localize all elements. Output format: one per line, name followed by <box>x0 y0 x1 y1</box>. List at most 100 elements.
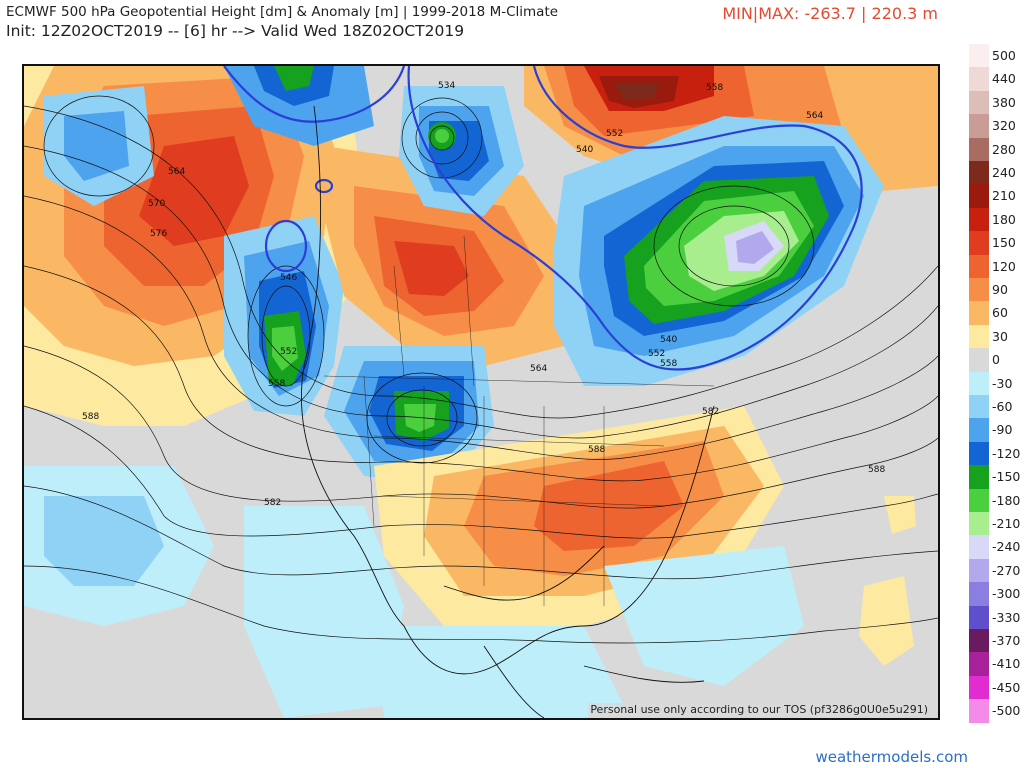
contour-label: 588 <box>82 412 99 422</box>
colorbar-swatch <box>969 488 989 512</box>
colorbar-swatch <box>969 184 989 208</box>
colorbar-entry: 320 <box>969 114 1019 138</box>
colorbar-entry: -240 <box>969 535 1021 559</box>
colorbar-entry: 280 <box>969 137 1019 161</box>
contour-label: 552 <box>280 347 297 357</box>
colorbar-label: 380 <box>992 94 1016 110</box>
colorbar-swatch <box>969 207 989 232</box>
valid-time-subtitle: Init: 12Z02OCT2019 -- [6] hr --> Valid W… <box>6 22 465 40</box>
colorbar-swatch <box>969 465 989 489</box>
colorbar-swatch <box>969 675 989 700</box>
contour-label: 552 <box>648 349 665 359</box>
colorbar-label: -150 <box>992 469 1021 485</box>
colorbar-entry: -180 <box>969 488 1021 512</box>
colorbar-swatch <box>969 652 989 676</box>
colorbar-label: -300 <box>992 586 1021 602</box>
tos-disclaimer: Personal use only according to our TOS (… <box>588 703 930 716</box>
colorbar-swatch <box>969 535 989 559</box>
contour-label: 564 <box>168 167 185 177</box>
colorbar-entry: 90 <box>969 278 1019 302</box>
contour-label: 564 <box>530 364 547 374</box>
colorbar-entry: -370 <box>969 629 1021 653</box>
contour-label: 576 <box>150 229 167 239</box>
contour-label: 564 <box>806 111 823 121</box>
colorbar-label: 210 <box>992 188 1016 204</box>
colorbar-entry: 180 <box>969 207 1019 232</box>
colorbar-label: -210 <box>992 516 1021 531</box>
colorbar-label: -500 <box>992 703 1021 719</box>
colorbar-label: -60 <box>992 399 1013 414</box>
contour-label: 582 <box>264 498 281 508</box>
colorbar-swatch <box>969 301 989 325</box>
colorbar-label: -120 <box>992 445 1021 461</box>
colorbar-entry: -210 <box>969 512 1021 536</box>
colorbar-label: 60 <box>992 305 1008 321</box>
colorbar-label: 180 <box>992 211 1016 227</box>
contour-labels: 534 558 564 552 540 564 570 576 546 552 … <box>82 81 885 508</box>
colorbar-label: 0 <box>992 352 1000 368</box>
anomaly-map: 534 558 564 552 540 564 570 576 546 552 … <box>24 66 938 718</box>
contour-label: 552 <box>606 129 623 139</box>
colorbar-label: 30 <box>992 328 1008 344</box>
colorbar-label: 240 <box>992 165 1016 180</box>
colorbar-label: 320 <box>992 118 1016 134</box>
colorbar-entry: -450 <box>969 675 1020 700</box>
colorbar-swatch <box>969 348 989 372</box>
colorbar-entry: 150 <box>969 231 1019 255</box>
colorbar-swatch <box>969 629 989 653</box>
colorbar-label: -90 <box>992 422 1013 438</box>
colorbar-swatch <box>969 90 989 115</box>
colorbar-swatch <box>969 418 989 442</box>
colorbar-entry: 440 <box>969 67 1019 91</box>
colorbar-entry: 0 <box>969 348 1019 372</box>
colorbar-swatch <box>969 582 989 606</box>
contour-label: 558 <box>660 359 677 369</box>
colorbar-entry: -60 <box>969 395 1019 419</box>
colorbar-label: 150 <box>992 235 1016 251</box>
contour-552-line <box>223 66 863 371</box>
colorbar-entry: -500 <box>969 699 1021 723</box>
colorbar-entry: -30 <box>969 371 1019 395</box>
contour-label: 582 <box>702 407 719 417</box>
brand-link[interactable]: weathermodels.com <box>815 748 968 766</box>
colorbar-entry: -90 <box>969 418 1019 442</box>
colorbar-swatch <box>969 278 989 302</box>
contour-label: 588 <box>868 465 885 475</box>
colorbar-label: -180 <box>992 492 1021 508</box>
contour-label: 540 <box>660 335 677 345</box>
colorbar-swatch <box>969 161 989 185</box>
colorbar-swatch <box>969 67 989 91</box>
map-panel[interactable]: 534 558 564 552 540 564 570 576 546 552 … <box>22 64 940 720</box>
contour-label: 570 <box>148 199 165 209</box>
colorbar-swatch <box>969 558 989 583</box>
colorbar-swatch <box>969 231 989 255</box>
colorbar-entry: 240 <box>969 161 1019 185</box>
height-contours <box>24 105 938 644</box>
colorbar-entry: 500 <box>969 44 1019 68</box>
colorbar-label: 90 <box>992 282 1008 297</box>
map-title: ECMWF 500 hPa Geopotential Height [dm] &… <box>6 4 559 20</box>
colorbar-entry: -120 <box>969 441 1021 466</box>
colorbar-entry: 380 <box>969 90 1019 115</box>
colorbar-swatch <box>969 512 989 536</box>
colorbar-label: 500 <box>992 48 1016 63</box>
colorbar-entry: -410 <box>969 652 1020 676</box>
colorbar-label: -330 <box>992 609 1021 625</box>
political-boundaries <box>323 235 715 606</box>
colorbar-swatch <box>969 44 989 68</box>
colorbar-label: 280 <box>992 141 1016 157</box>
contour-label: 558 <box>268 379 285 389</box>
colorbar-label: -240 <box>992 539 1021 555</box>
colorbar-entry: -300 <box>969 582 1021 606</box>
colorbar-swatch <box>969 699 989 723</box>
anomaly-colorbar: 500 440 380 320 280 240 210 180 150 120 90 60 30 0 -30… <box>969 44 1021 724</box>
colorbar-swatch <box>969 441 989 466</box>
contour-label: 540 <box>576 145 593 155</box>
colorbar-label: -270 <box>992 562 1021 578</box>
contour-label: 588 <box>588 445 605 455</box>
colorbar-label: -30 <box>992 375 1013 391</box>
colorbar-label: -370 <box>992 633 1021 648</box>
colorbar-swatch <box>969 137 989 161</box>
contour-label: 558 <box>706 83 723 93</box>
min-max-readout: MIN|MAX: -263.7 | 220.3 m <box>722 4 938 23</box>
